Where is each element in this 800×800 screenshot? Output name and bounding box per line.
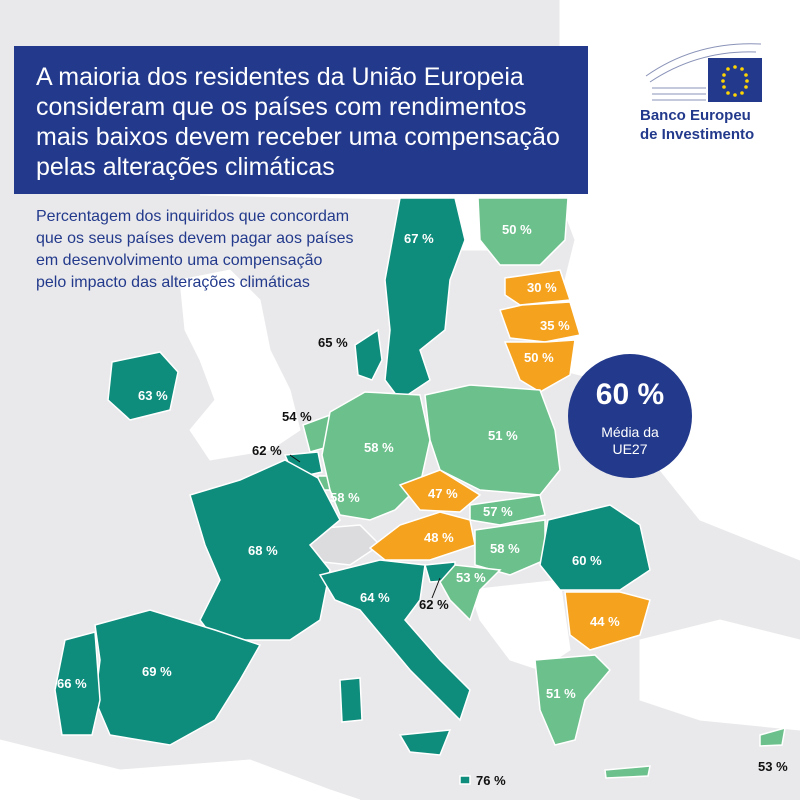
eib-logo (645, 43, 762, 102)
slovakia-label: 57 % (483, 504, 513, 519)
sicily-shape (398, 729, 452, 756)
slovenia-label: 53 % (456, 570, 486, 585)
bulgaria-label: 44 % (590, 614, 620, 629)
finland-shape (477, 197, 569, 266)
belgium-leader (289, 454, 301, 463)
finland-label: 50 % (502, 222, 532, 237)
slovakia-shape (469, 494, 546, 526)
greece-label: 51 % (546, 686, 576, 701)
ireland-shape (107, 351, 179, 421)
belgium-label: 62 % (252, 443, 282, 458)
land-turkey (639, 619, 800, 731)
malta-shape (459, 775, 471, 785)
eu-stars-icon (721, 65, 749, 97)
land-balkans (469, 579, 571, 671)
logo-line-2: de Investimento (640, 126, 755, 143)
italy-shape (318, 559, 471, 722)
poland-label: 51 % (488, 428, 518, 443)
romania-shape (539, 504, 651, 591)
bulgaria-shape (564, 591, 651, 651)
portugal-label: 66 % (57, 676, 87, 691)
denmark-label: 65 % (318, 335, 348, 350)
latvia-label: 35 % (540, 318, 570, 333)
croatia-shape (439, 564, 502, 622)
land-uk (179, 269, 301, 461)
germany-label: 58 % (364, 440, 394, 455)
crete-shape (604, 765, 651, 779)
denmark-shape (354, 328, 383, 381)
sardinia-shape (339, 677, 363, 723)
page-title: A maioria dos residentes da União Europe… (36, 63, 560, 181)
sweden-label: 67 % (404, 231, 434, 246)
lithuania-shape (503, 339, 576, 393)
ireland-label: 63 % (138, 388, 168, 403)
hungary-label: 58 % (490, 541, 520, 556)
italy-label: 64 % (360, 590, 390, 605)
czechia-label: 47 % (428, 486, 458, 501)
poland-shape (424, 384, 561, 496)
cyprus-shape (759, 726, 786, 747)
luxembourg-label: 58 % (330, 490, 360, 505)
austria-shape (368, 511, 476, 561)
eu-average-label-line-2: UE27 (612, 441, 648, 457)
malta-label: 76 % (476, 773, 506, 788)
cyprus-label: 53 % (758, 759, 788, 774)
spain-label: 69 % (142, 664, 172, 679)
france-label: 68 % (248, 543, 278, 558)
eu-average-label-line-1: Média da (601, 424, 659, 440)
portugal-shape (54, 631, 101, 736)
eu-average-value: 60 % (595, 378, 665, 411)
greece-shape (534, 654, 612, 746)
subtitle: Percentagem dos inquiridos que concordam… (36, 208, 354, 291)
france-shape (189, 459, 341, 641)
logo-line-1: Banco Europeu (640, 107, 751, 124)
land-africa (0, 739, 361, 800)
eu-average-badge: 60 % Média da UE27 (568, 354, 692, 478)
lithuania-label: 50 % (524, 350, 554, 365)
eib-logo-text: Banco Europeu de Investimento (640, 106, 790, 144)
czechia-shape (398, 469, 482, 513)
sweden-shape (384, 197, 466, 402)
title-banner: A maioria dos residentes da União Europe… (14, 46, 588, 194)
latvia-shape (499, 301, 581, 343)
netherlands-label: 54 % (282, 409, 312, 424)
croatia-label: 62 % (419, 597, 449, 612)
austria-label: 48 % (424, 530, 454, 545)
estonia-label: 30 % (527, 280, 557, 295)
estonia-shape (504, 269, 572, 306)
croatia-leader (431, 577, 441, 599)
hungary-shape (474, 519, 546, 576)
romania-label: 60 % (572, 553, 602, 568)
eu-average-label: Média da UE27 (568, 424, 692, 458)
